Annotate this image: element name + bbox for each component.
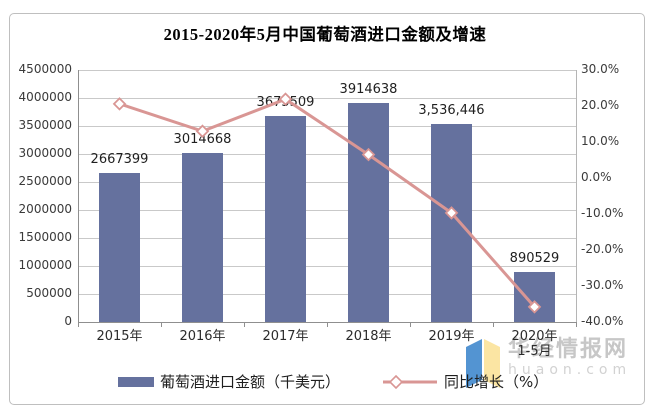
y-axis-label-left: 3000000 [18, 146, 72, 160]
x-axis-tick [78, 323, 79, 327]
y-axis-label-right: -10.0% [581, 206, 624, 220]
y-axis-label-right: -20.0% [581, 242, 624, 256]
y-axis-label-left: 500000 [26, 286, 72, 300]
bar-series-swatch [118, 376, 154, 387]
right-axis-line [576, 70, 577, 322]
legend: 葡萄酒进口金额（千美元） 同比增长（%） [118, 371, 548, 392]
y-axis-label-right: 30.0% [581, 62, 620, 76]
watermark-text: 华经情报网 huaon.com [508, 337, 632, 379]
x-axis-tick [244, 323, 245, 327]
watermark-domain: huaon.com [508, 362, 632, 378]
bar-value-label: 3,536,446 [418, 102, 485, 118]
y-axis-label-left: 4000000 [18, 90, 72, 104]
bar-series-label: 葡萄酒进口金额（千美元） [160, 373, 341, 391]
bar-value-label: 3675509 [256, 95, 315, 111]
y-axis-line [78, 70, 79, 322]
x-category-label: 2016年 [179, 329, 226, 344]
x-axis-tick [327, 323, 328, 327]
x-category-label: 2018年 [345, 329, 392, 344]
bar [514, 272, 555, 322]
x-axis-tick [493, 323, 494, 327]
open-book-icon [466, 339, 500, 388]
watermark-site-name: 华经情报网 [508, 337, 629, 362]
y-axis-label-right: 20.0% [581, 98, 620, 112]
x-category-sublabel: 1-5月 [517, 344, 552, 359]
chart-title: 2015-2020年5月中国葡萄酒进口金额及增速 [163, 25, 487, 44]
line-series-swatch [383, 374, 438, 389]
y-axis-label-left: 2500000 [18, 174, 72, 188]
x-category-label: 2019年 [428, 329, 475, 344]
bar-value-label: 3014668 [173, 132, 232, 148]
y-axis-label-right: -30.0% [581, 278, 624, 292]
y-axis-label-left: 0 [64, 314, 72, 328]
x-axis-tick [410, 323, 411, 327]
gridline [78, 237, 576, 239]
gridline [78, 209, 576, 211]
bar [99, 172, 140, 322]
y-axis-label-left: 4500000 [18, 62, 72, 76]
legend-item-import-amount: 葡萄酒进口金额（千美元） [118, 371, 340, 392]
bar [265, 116, 306, 322]
line-series-label: 同比增长（%） [444, 373, 549, 391]
bar [348, 102, 389, 322]
x-category-label: 2017年 [262, 329, 309, 344]
bar-value-label: 2667399 [90, 151, 149, 167]
x-category-label: 2020年 1-5月 [493, 329, 576, 359]
y-axis-label-right: -40.0% [581, 314, 624, 328]
y-axis-label-left: 1000000 [18, 258, 72, 272]
gridline [78, 293, 576, 295]
gridline [78, 181, 576, 183]
y-axis-label-right: 0.0% [581, 170, 612, 184]
gridline [78, 69, 576, 71]
x-axis-line [78, 322, 577, 323]
y-axis-label-left: 3500000 [18, 118, 72, 132]
legend-item-growth: 同比增长（%） [382, 371, 548, 392]
y-axis-label-left: 2000000 [18, 202, 72, 216]
gridline [78, 125, 576, 127]
y-axis-label-right: 10.0% [581, 134, 620, 148]
x-axis-tick [161, 323, 162, 327]
y-axis-label-left: 1500000 [18, 230, 72, 244]
bar [431, 123, 472, 322]
bar-value-label: 890529 [509, 251, 560, 267]
bar [182, 153, 223, 322]
x-axis-tick [576, 323, 577, 327]
bar-value-label: 3914638 [339, 81, 398, 97]
watermark: 华经情报网 huaon.com [464, 338, 631, 388]
x-category-label: 2015年 [96, 329, 143, 344]
